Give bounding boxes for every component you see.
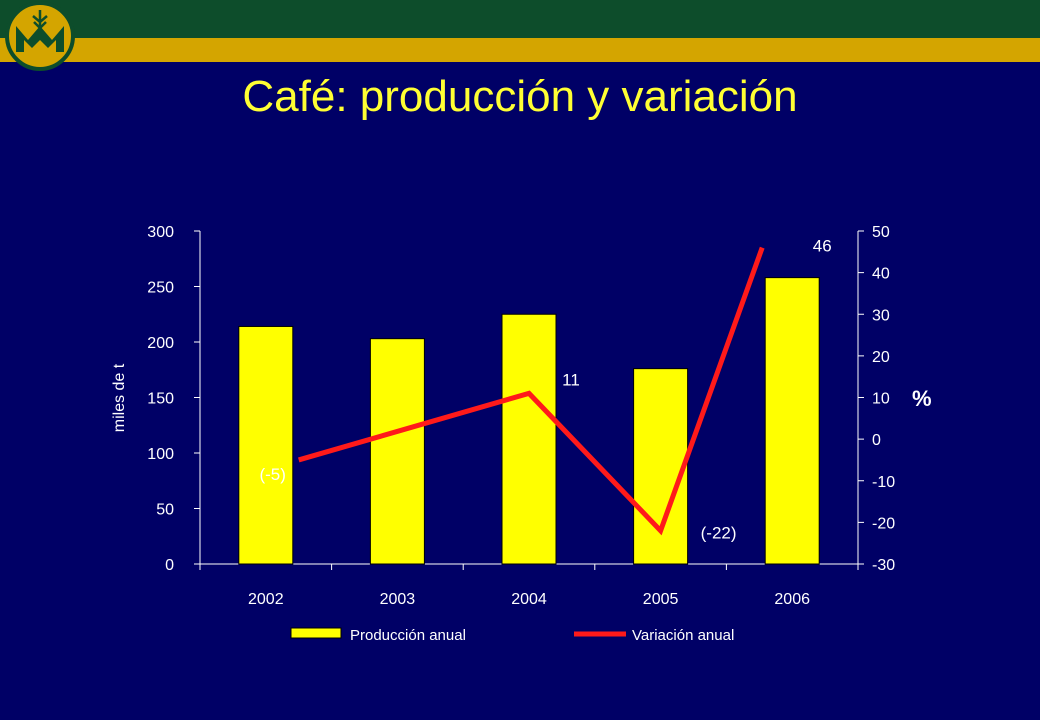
variation-data-label: (-22) — [701, 524, 737, 543]
x-tick-label: 2003 — [380, 591, 416, 608]
legend-label-line: Variación anual — [632, 627, 734, 644]
bar-2006 — [764, 277, 820, 565]
right-tick-label: 0 — [872, 432, 881, 449]
right-tick-label: 30 — [872, 307, 890, 324]
right-tick-label: -30 — [872, 557, 895, 574]
left-tick-label: 200 — [147, 335, 174, 352]
bar-2004 — [501, 313, 557, 565]
left-tick-label: 0 — [165, 557, 174, 574]
bar-2005 — [633, 368, 689, 565]
page-title: Café: producción y variación — [242, 72, 798, 121]
left-tick-label: 50 — [156, 502, 174, 519]
right-axis-title: % — [912, 386, 932, 411]
variation-data-label: (-5) — [259, 465, 285, 484]
logo-icon — [5, 1, 75, 71]
right-tick-label: 40 — [872, 266, 890, 283]
left-tick-label: 100 — [147, 446, 174, 463]
x-tick-label: 2005 — [643, 591, 679, 608]
left-tick-label: 300 — [147, 224, 174, 241]
left-axis-title: miles de t — [111, 363, 128, 432]
left-tick-label: 250 — [147, 280, 174, 297]
left-tick-label: 150 — [147, 391, 174, 408]
legend-swatch-bars — [290, 627, 342, 639]
x-tick-label: 2006 — [774, 591, 810, 608]
variation-data-label: 11 — [562, 370, 580, 389]
legend-label-bars: Producción anual — [350, 627, 466, 644]
bar-2003 — [369, 338, 425, 565]
bar-2002 — [238, 325, 294, 565]
right-tick-label: 50 — [872, 224, 890, 241]
right-tick-label: 10 — [872, 391, 890, 408]
x-tick-label: 2002 — [248, 591, 284, 608]
variation-line — [298, 246, 765, 536]
x-tick-label: 2004 — [511, 591, 547, 608]
header-green-band — [0, 0, 1040, 38]
right-tick-label: 20 — [872, 349, 890, 366]
right-tick-label: -20 — [872, 515, 895, 532]
variation-data-label: 46 — [813, 237, 832, 256]
right-tick-label: -10 — [872, 474, 895, 491]
header-gold-band — [0, 38, 1040, 62]
